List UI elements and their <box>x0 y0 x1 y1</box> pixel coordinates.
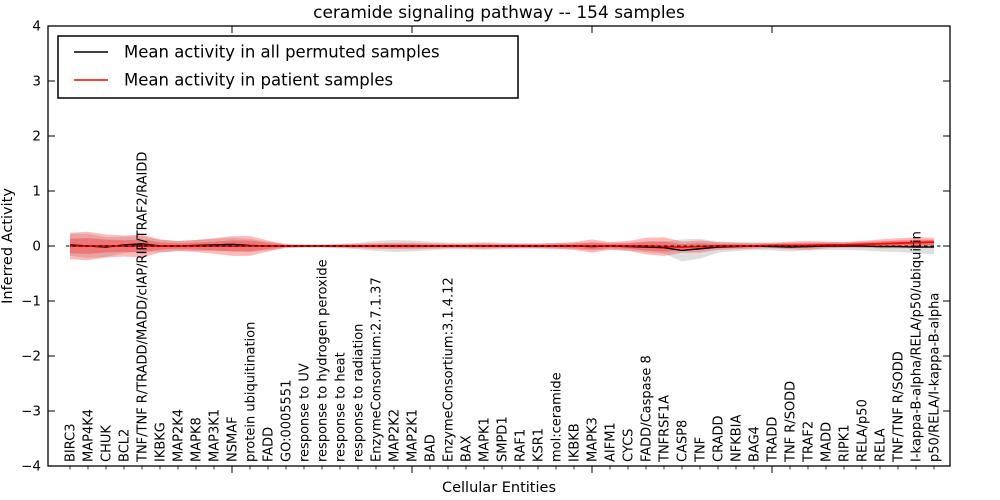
entity-label: response to hydrogen peroxide <box>316 259 331 462</box>
entity-label: NFKBIA <box>730 415 745 462</box>
entity-label: MAPK3 <box>586 417 601 462</box>
y-tick-label: 3 <box>32 74 41 90</box>
entity-label: response to heat <box>334 352 349 462</box>
entity-label: FADD/Caspase 8 <box>640 355 655 462</box>
entity-label: BAX <box>460 435 475 462</box>
entity-label: EnzymeConsortium:3.1.4.12 <box>442 277 457 462</box>
entity-label: MADD <box>820 422 835 462</box>
entity-label: IKBKG <box>154 422 169 462</box>
entity-label: response to radiation <box>352 324 367 462</box>
entity-label: NSMAF <box>226 416 241 462</box>
legend-box <box>57 35 519 99</box>
entity-label: TNF/TNF R/SODD <box>892 351 907 463</box>
entity-label: MAP2K4 <box>172 409 187 462</box>
entity-label: RAF1 <box>514 429 529 462</box>
entity-label: TNF <box>694 437 709 463</box>
entity-label: MAP4K4 <box>82 409 97 462</box>
entity-label: MAPK1 <box>478 417 493 462</box>
entity-label: response to UV <box>298 363 313 462</box>
entity-label: CRADD <box>712 416 727 463</box>
entity-label: AIFM1 <box>604 422 619 462</box>
y-tick-label: 4 <box>32 19 41 35</box>
plot-area: 4 3 2 1 0 −1 −2 −3 −4 <box>21 19 951 475</box>
entity-label: mol:ceramide <box>550 372 565 462</box>
entity-label: BAD <box>424 434 439 462</box>
x-axis-label: Cellular Entities <box>442 480 556 496</box>
entity-label: SMPD1 <box>496 416 511 462</box>
y-tick-label: −1 <box>21 294 41 310</box>
entity-label: CYCS <box>622 429 637 462</box>
entity-label: BCL2 <box>118 429 133 462</box>
y-tick-label: −4 <box>21 459 41 475</box>
entity-label: I-kappa-B-alpha/RELA/p50/ubiquitin <box>910 231 925 462</box>
entity-label: TRAF2 <box>802 421 817 463</box>
entity-label: protein ubiquitination <box>244 322 259 462</box>
entity-label: EnzymeConsortium:2.7.1.37 <box>370 277 385 462</box>
y-axis-label: Inferred Activity <box>0 188 16 304</box>
entity-label: KSR1 <box>532 428 547 462</box>
entity-label: IKBKB <box>568 423 583 462</box>
entity-label: TRADD <box>766 417 781 463</box>
entity-label: RIPK1 <box>838 424 853 462</box>
entity-label: p50/RELA/I-kappa-B-alpha <box>928 293 943 462</box>
x-entity-labels: BIRC3 MAP4K4 CHUK BCL2 TNF/TNF R/TRADD/MADD/… <box>64 152 943 463</box>
entity-label: GO:0005551 <box>280 380 295 462</box>
entity-label: BAG4 <box>748 426 763 462</box>
entity-label: MAP2K1 <box>406 409 421 462</box>
entity-label: MAP2K2 <box>388 409 403 462</box>
y-tick-label: 1 <box>32 184 41 200</box>
entity-label: TNFRSF1A <box>658 395 673 463</box>
entity-label: CHUK <box>100 425 115 462</box>
y-tick-label: −3 <box>21 404 41 420</box>
entity-label: TNF/TNF R/TRADD/MADD/cIAP/RIP/TRAF2/RAID… <box>136 152 151 463</box>
entity-label: MAPK8 <box>190 417 205 462</box>
legend: Mean activity in all permuted samples Me… <box>57 35 519 99</box>
entity-label: FADD <box>262 427 277 462</box>
entity-label: BIRC3 <box>64 424 79 463</box>
entity-label: TNF R/SODD <box>784 381 799 463</box>
chart-title: ceramide signaling pathway -- 154 sample… <box>313 3 685 23</box>
legend-label-patient: Mean activity in patient samples <box>124 71 393 90</box>
y-tick-label: −2 <box>21 349 41 365</box>
entity-label: CASP8 <box>676 420 691 462</box>
legend-label-permuted: Mean activity in all permuted samples <box>124 43 440 62</box>
entity-label: RELA/p50 <box>856 399 871 462</box>
permuted-band <box>70 233 934 262</box>
entity-label: MAP3K1 <box>208 409 223 462</box>
y-tick-label: 2 <box>32 129 41 145</box>
y-tick-label: 0 <box>32 239 41 255</box>
entity-label: RELA <box>874 428 889 462</box>
